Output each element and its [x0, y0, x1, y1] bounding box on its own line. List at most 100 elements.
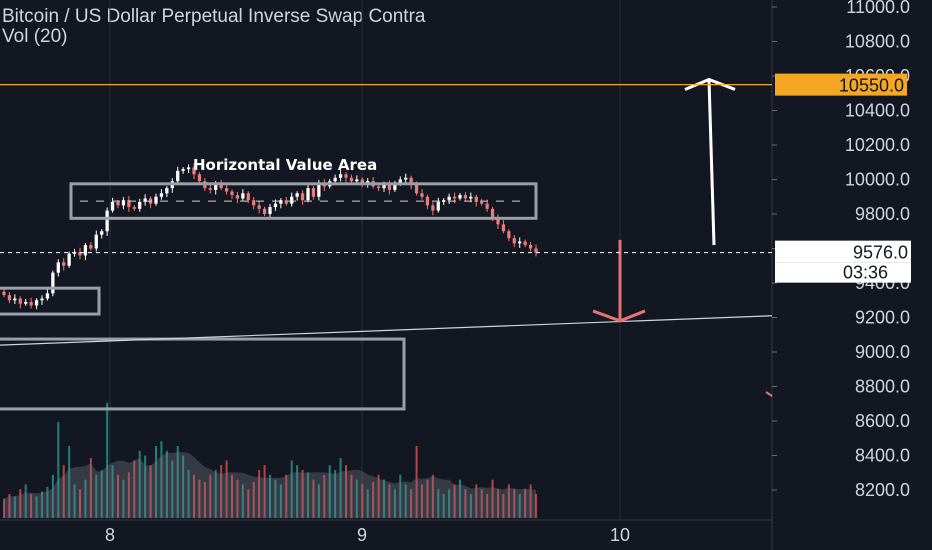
- volume-bar: [182, 455, 185, 518]
- volume-bar: [24, 484, 27, 518]
- volume-bar: [480, 489, 483, 518]
- volume-bar: [263, 465, 266, 518]
- candle-body: [230, 191, 234, 196]
- y-tick-label: 11000.0: [846, 0, 910, 17]
- countdown-badge: [775, 262, 911, 283]
- candle-body: [452, 196, 457, 199]
- candle-body: [366, 181, 370, 183]
- volume-bar: [236, 479, 239, 518]
- chart-title: Bitcoin / US Dollar Perpetual Inverse Sw…: [2, 6, 426, 27]
- candle-body: [67, 253, 71, 266]
- volume-bar: [19, 489, 22, 518]
- volume-bar: [41, 491, 43, 518]
- candle-body: [463, 195, 468, 199]
- candle-body: [127, 200, 131, 208]
- trendline: [0, 315, 773, 346]
- price-axis[interactable]: 11000.010800.010600.010400.010200.010000…: [772, 0, 911, 500]
- volume-bar: [361, 484, 364, 518]
- target-up-arrow: [707, 79, 716, 246]
- volume-bar: [410, 489, 413, 518]
- y-tick-label: 9000.0: [855, 342, 910, 362]
- volume-bar: [426, 479, 429, 518]
- candle-body: [420, 193, 424, 197]
- candle-body: [387, 184, 392, 190]
- candle-body: [132, 207, 136, 209]
- volume-bar: [241, 484, 244, 518]
- volume-bar: [149, 465, 152, 518]
- candle-body: [219, 182, 223, 189]
- volume-bar: [68, 446, 71, 518]
- candle-body: [83, 245, 88, 256]
- volume-bar: [307, 472, 309, 518]
- volume-bar: [62, 465, 65, 518]
- volume-bar: [51, 474, 54, 518]
- candle-body: [257, 205, 261, 209]
- candle-body: [436, 201, 440, 211]
- candles: [2, 163, 538, 310]
- volume-bar: [437, 489, 440, 518]
- y-tick-label: 10000.0: [845, 170, 910, 190]
- candle-body: [393, 182, 397, 190]
- volume-bar: [448, 489, 451, 518]
- volume-bar: [372, 482, 375, 518]
- candle-body: [512, 238, 516, 244]
- volume-bar: [214, 470, 217, 518]
- volume-bar: [225, 460, 228, 518]
- volume-bar: [209, 474, 212, 518]
- candle-body: [355, 179, 359, 182]
- volume-indicator-label[interactable]: Vol (20): [2, 26, 68, 47]
- volume-bar: [73, 484, 76, 518]
- candle-body: [45, 293, 50, 299]
- candle-body: [268, 207, 272, 214]
- target-up-arrowhead: [684, 77, 736, 91]
- candle-body: [338, 174, 343, 178]
- volume-bar: [3, 498, 5, 518]
- volume-bar: [323, 474, 326, 518]
- time-axis[interactable]: 8 9 10: [105, 525, 630, 545]
- y-tick-label: 8200.0: [855, 480, 910, 500]
- candle-body: [40, 298, 44, 301]
- candle-body: [349, 177, 354, 182]
- candle-body: [398, 179, 402, 183]
- candle-body: [404, 177, 408, 180]
- volume-bar: [529, 484, 532, 518]
- x-tick-label: 10: [610, 525, 630, 545]
- candle-body: [241, 193, 245, 199]
- volume-bar: [453, 484, 456, 518]
- volume-bar: [231, 474, 233, 518]
- candle-body: [295, 193, 299, 197]
- volume-bar: [57, 422, 60, 518]
- alert-price-badge: [775, 73, 907, 96]
- candle-body: [181, 169, 185, 171]
- candle-body: [252, 200, 256, 206]
- candle-body: [121, 200, 126, 206]
- volume-bar: [13, 496, 16, 518]
- volume-bar: [421, 484, 423, 518]
- volume-bar: [285, 474, 288, 518]
- candle-body: [89, 245, 93, 249]
- volume-bar: [193, 474, 195, 518]
- candle-body: [165, 188, 169, 194]
- last-price-badge: [775, 240, 911, 263]
- volume-bar: [339, 458, 342, 518]
- volume-bar: [106, 402, 109, 518]
- candle-body: [154, 196, 158, 204]
- candle-body: [105, 210, 109, 232]
- volume-bar: [317, 484, 320, 518]
- candle-body: [431, 205, 435, 211]
- candle-body: [78, 251, 82, 256]
- volume-bar: [464, 489, 467, 518]
- candle-body: [414, 184, 419, 194]
- candle-body: [507, 231, 511, 239]
- candle-body: [290, 196, 294, 204]
- candle-body: [344, 174, 348, 178]
- volume-bar: [8, 494, 11, 518]
- y-tick-label: 10200.0: [845, 135, 910, 155]
- lower-range-box: [0, 286, 101, 316]
- candle-body: [224, 188, 229, 192]
- candle-body: [208, 188, 212, 190]
- candle-body: [18, 298, 22, 304]
- volume-bar: [30, 494, 33, 518]
- candle-body: [490, 208, 495, 218]
